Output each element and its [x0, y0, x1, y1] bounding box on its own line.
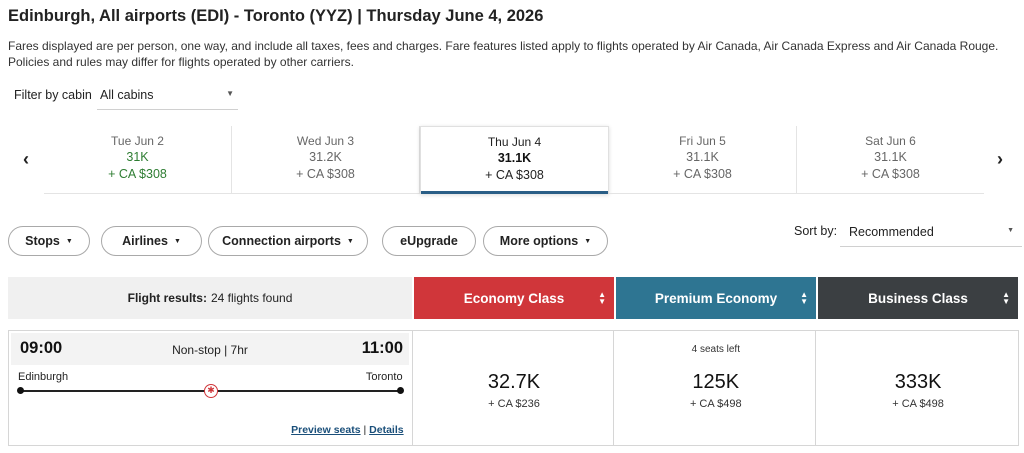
- caret-down-icon: ▼: [173, 237, 181, 245]
- economy-class-label: Economy Class: [463, 290, 565, 306]
- date-sat-jun-6[interactable]: Sat Jun 6 31.1K + CA $308: [797, 126, 984, 194]
- selected-date-indicator: [421, 191, 608, 194]
- eupgrade-label: eUpgrade: [400, 234, 458, 248]
- date-cash: + CA $308: [861, 167, 920, 181]
- fare-disclaimer: Fares displayed are per person, one way,…: [8, 39, 999, 69]
- date-label: Wed Jun 3: [296, 134, 355, 148]
- connection-airports-filter-button[interactable]: Connection airports ▼: [208, 226, 368, 256]
- airlines-filter-button[interactable]: Airlines ▼: [101, 226, 202, 256]
- stops-filter-button[interactable]: Stops ▼: [8, 226, 90, 256]
- date-label: Fri Jun 5: [679, 134, 726, 148]
- seats-left: 4 seats left: [691, 344, 740, 355]
- flight-times-bar: 09:00 Non-stop | 7hr 11:00: [11, 333, 409, 365]
- date-points: 31K: [126, 150, 149, 164]
- date-points: 31.2K: [309, 150, 342, 164]
- caret-down-icon: ▼: [584, 237, 592, 245]
- preview-seats-link[interactable]: Preview seats: [291, 424, 361, 436]
- caret-down-icon: ▼: [65, 237, 73, 245]
- sort-select[interactable]: Recommended ▼: [840, 219, 1022, 247]
- cabin-filter-select[interactable]: All cabins ▼: [97, 84, 238, 110]
- caret-down-icon: ▼: [1007, 227, 1014, 234]
- premium-economy-label: Premium Economy: [654, 290, 778, 306]
- cabin-filter-value: All cabins: [100, 88, 154, 102]
- fare-points: 125K: [692, 371, 740, 393]
- more-options-label: More options: [499, 234, 579, 248]
- sort-icon: ▲ ▼: [1002, 290, 1010, 306]
- date-fri-jun-5[interactable]: Fri Jun 5 31.1K + CA $308: [609, 126, 797, 194]
- fare-points: 333K: [894, 371, 942, 393]
- date-tue-jun-2[interactable]: Tue Jun 2 31K + CA $308: [44, 126, 232, 194]
- flight-results-count: Flight results: 24 flights found: [8, 277, 412, 319]
- flight-links: Preview seats | Details: [291, 424, 403, 436]
- stops-filter-label: Stops: [25, 234, 60, 248]
- destination-dot: [397, 387, 404, 394]
- chevron-right-icon: ›: [997, 149, 1003, 169]
- fare-cash: + CA $498: [689, 398, 742, 410]
- sort-value: Recommended: [849, 225, 934, 239]
- premium-economy-header[interactable]: Premium Economy ▲ ▼: [616, 277, 816, 319]
- economy-fare-cell[interactable]: 32.7K + CA $236: [415, 331, 615, 445]
- destination-city: Toronto: [365, 371, 403, 383]
- date-points: 31.1K: [686, 150, 719, 164]
- prev-dates-button[interactable]: ‹: [16, 148, 36, 170]
- date-label: Thu Jun 4: [487, 135, 542, 149]
- details-link[interactable]: Details: [369, 424, 404, 436]
- results-header: Flight results: 24 flights found Economy…: [8, 277, 1019, 319]
- business-class-header[interactable]: Business Class ▲ ▼: [818, 277, 1018, 319]
- date-points: 31.1K: [497, 151, 532, 165]
- flight-row: 09:00 Non-stop | 7hr 11:00 Edinburgh Tor…: [8, 330, 1019, 446]
- date-cash: + CA $308: [296, 167, 355, 181]
- fare-cash: + CA $498: [892, 398, 944, 410]
- flight-results-label: Flight results:: [127, 291, 207, 305]
- eupgrade-filter-button[interactable]: eUpgrade: [382, 226, 476, 256]
- date-cash: + CA $308: [673, 167, 732, 181]
- chevron-left-icon: ‹: [23, 149, 29, 169]
- premium-economy-fare-cell[interactable]: 4 seats left 125K + CA $498: [616, 331, 817, 445]
- origin-city: Edinburgh: [18, 371, 69, 383]
- cabin-filter-label: Filter by cabin: [14, 88, 92, 102]
- date-label: Sat Jun 6: [865, 134, 916, 148]
- airlines-filter-label: Airlines: [122, 234, 168, 248]
- maple-leaf-icon: ✱: [204, 384, 218, 398]
- flight-info: 09:00 Non-stop | 7hr 11:00 Edinburgh Tor…: [9, 331, 413, 445]
- fare-points: 32.7K: [487, 371, 541, 393]
- origin-dot: [17, 387, 24, 394]
- flight-results-value: 24 flights found: [210, 291, 293, 305]
- date-cash: + CA $308: [108, 167, 167, 181]
- business-class-fare-cell[interactable]: 333K + CA $498: [818, 331, 1018, 445]
- business-class-label: Business Class: [868, 290, 968, 306]
- date-strip: Tue Jun 2 31K + CA $308 Wed Jun 3 31.2K …: [44, 126, 984, 194]
- arrival-time: 11:00: [361, 339, 403, 357]
- page-title: Edinburgh, All airports (EDI) - Toronto …: [8, 7, 544, 25]
- sort-label: Sort by:: [794, 224, 838, 238]
- date-thu-jun-4[interactable]: Thu Jun 4 31.1K + CA $308: [420, 126, 609, 194]
- sort-icon: ▲ ▼: [598, 290, 606, 306]
- links-separator: |: [363, 424, 367, 436]
- stops-duration: Non-stop | 7hr: [172, 343, 248, 357]
- date-wed-jun-3[interactable]: Wed Jun 3 31.2K + CA $308: [232, 126, 420, 194]
- date-points: 31.1K: [874, 150, 907, 164]
- more-options-button[interactable]: More options ▼: [483, 226, 608, 256]
- connection-airports-label: Connection airports: [222, 234, 341, 248]
- fare-cash: + CA $236: [488, 398, 540, 410]
- caret-down-icon: ▼: [226, 89, 234, 98]
- caret-down-icon: ▼: [346, 237, 354, 245]
- date-label: Tue Jun 2: [111, 134, 164, 148]
- sort-icon: ▲ ▼: [800, 290, 808, 306]
- date-cash: + CA $308: [485, 168, 544, 182]
- economy-class-header[interactable]: Economy Class ▲ ▼: [414, 277, 614, 319]
- next-dates-button[interactable]: ›: [990, 148, 1010, 170]
- departure-time: 09:00: [20, 339, 63, 357]
